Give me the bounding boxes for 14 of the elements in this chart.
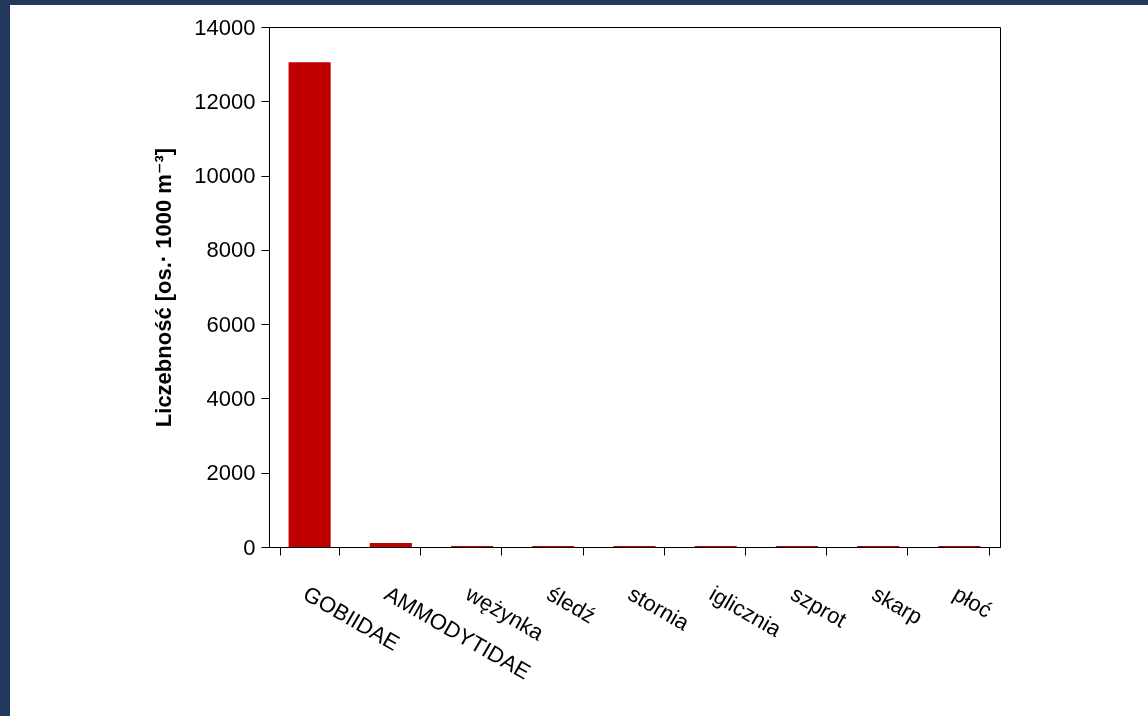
bar xyxy=(369,542,412,547)
y-axis-title: Liczebność [os.· 1000 m⁻³] xyxy=(151,147,177,428)
y-tick-label: 6000 xyxy=(206,311,256,337)
y-tick-label: 4000 xyxy=(206,385,256,411)
y-tick-label: 8000 xyxy=(206,237,256,263)
x-tick-label: skarp xyxy=(867,580,927,630)
y-tick-label: 10000 xyxy=(194,163,256,189)
y-tick-label: 0 xyxy=(243,534,256,560)
x-tick-label: śledź xyxy=(542,580,600,629)
y-tick-label: 12000 xyxy=(194,88,256,114)
y-tick-label: 2000 xyxy=(206,460,256,486)
y-tick-label: 14000 xyxy=(194,14,256,40)
x-tick-label: płoć xyxy=(948,580,997,623)
bar xyxy=(288,62,331,547)
